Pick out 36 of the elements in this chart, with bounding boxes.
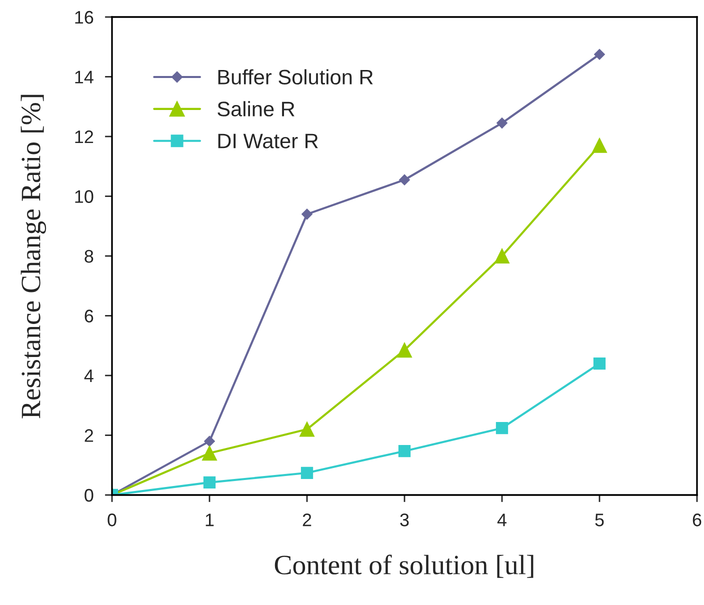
legend-label: DI Water R <box>218 134 318 148</box>
point <box>300 466 314 479</box>
y-tick-label: 16 <box>75 10 94 24</box>
point <box>399 174 410 186</box>
y-tick-label: 4 <box>84 370 94 382</box>
y-axis-title: Resistance Change Ratio [%] <box>20 94 46 418</box>
point <box>397 342 412 358</box>
x-tick-label: 0 <box>108 514 116 526</box>
point <box>302 208 312 220</box>
y-tick-label: 2 <box>84 429 94 442</box>
point <box>593 357 606 370</box>
point <box>592 138 607 153</box>
y-tick-label: 0 <box>84 488 94 502</box>
x-axis-title: Content of solution [ul] <box>274 554 534 578</box>
x-tick-label: 2 <box>302 514 312 526</box>
point <box>496 422 508 434</box>
point <box>594 48 605 60</box>
legend-label: Buffer Solution R <box>218 69 373 85</box>
point <box>494 248 510 264</box>
point <box>202 446 217 461</box>
x-tick-label: 1 <box>206 514 214 526</box>
y-tick-label: 6 <box>84 310 94 322</box>
y-tick-label: 14 <box>75 70 94 84</box>
point <box>398 445 411 458</box>
x-tick-label: 3 <box>400 514 409 526</box>
x-tick-label: 6 <box>692 514 702 526</box>
point <box>204 436 215 447</box>
y-tick-label: 10 <box>75 190 94 203</box>
point <box>300 422 314 437</box>
x-tick-label: 5 <box>595 514 604 526</box>
point <box>496 118 508 128</box>
point <box>203 476 216 489</box>
x-tick-label: 4 <box>497 514 506 526</box>
y-tick-label: 8 <box>84 250 94 263</box>
y-tick-label: 12 <box>75 130 94 144</box>
legend-label: Saline R <box>218 101 294 116</box>
